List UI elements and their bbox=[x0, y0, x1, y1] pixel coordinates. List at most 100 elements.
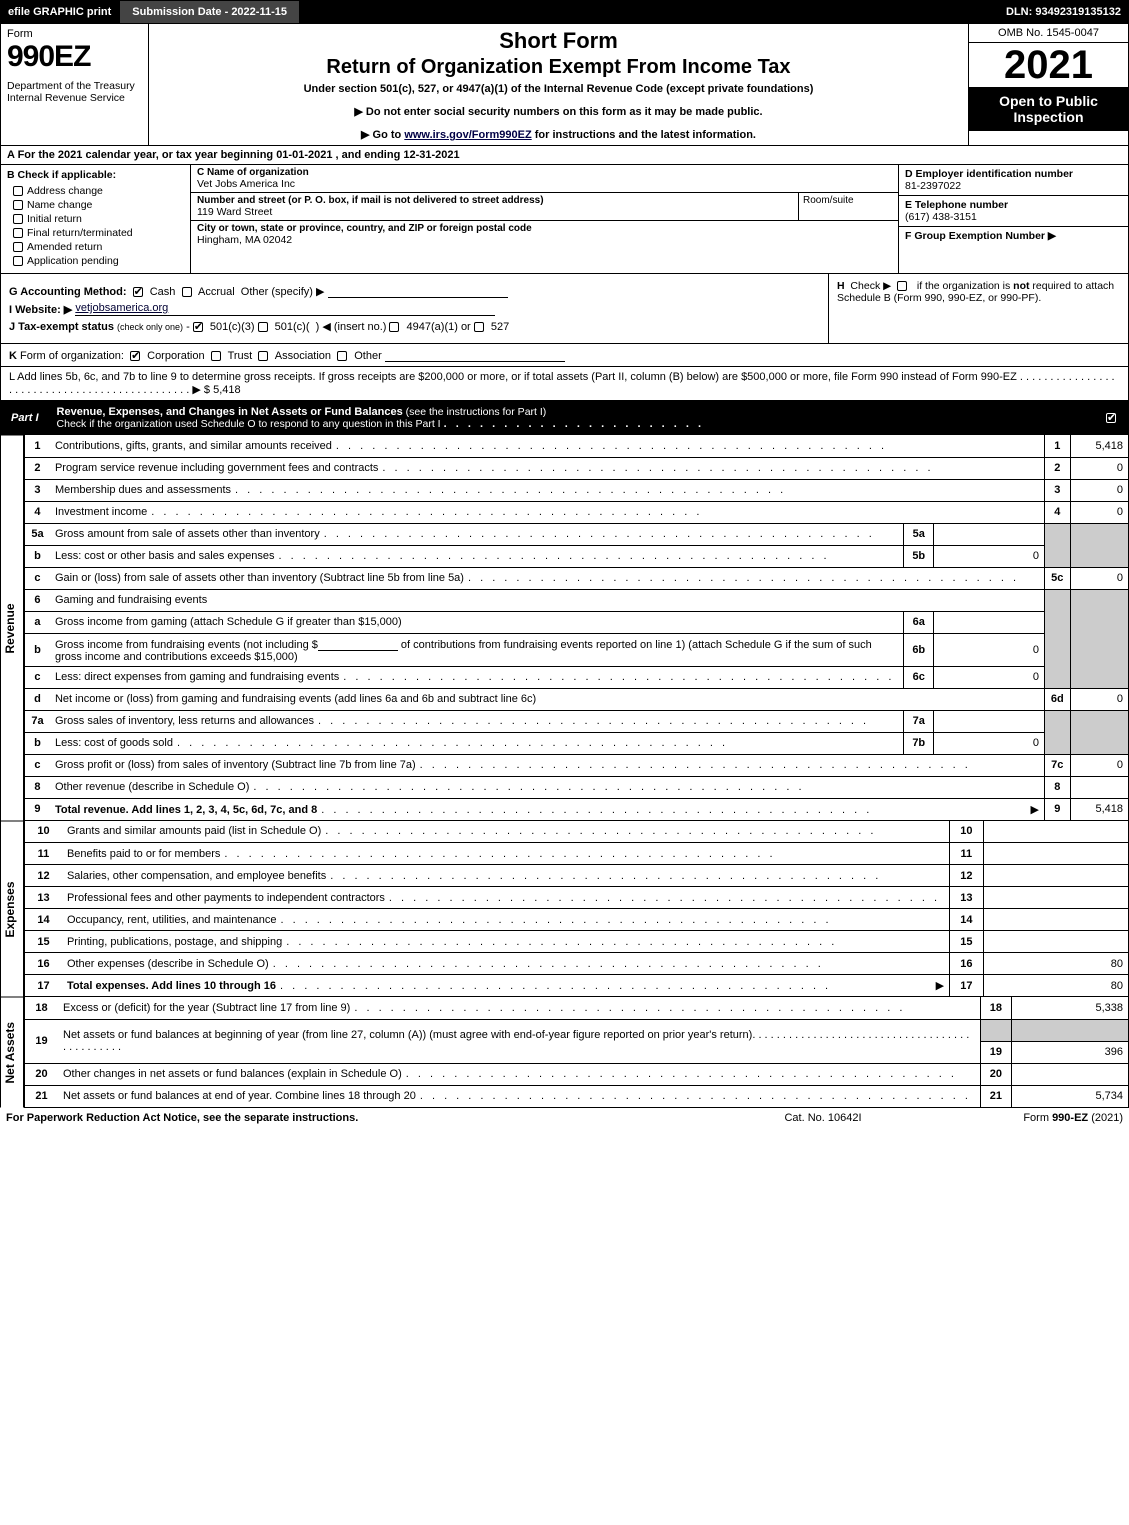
chk-501c[interactable] bbox=[258, 322, 268, 332]
line-i: I Website: ▶ vetjobsamerica.org bbox=[9, 302, 820, 316]
l7c-ln: 7c bbox=[1044, 754, 1070, 776]
dots: . . . . . . . . . . . . . . . . . . . . … bbox=[343, 671, 894, 683]
l5b-sub: 5b bbox=[904, 545, 934, 567]
note2-post: for instructions and the latest informat… bbox=[535, 129, 756, 141]
chk-schedule-b[interactable] bbox=[897, 281, 907, 291]
website-link[interactable]: vetjobsamerica.org bbox=[75, 302, 168, 314]
instructions-link-line: ▶ Go to www.irs.gov/Form990EZ for instru… bbox=[157, 128, 960, 141]
box-c-city: City or town, state or province, country… bbox=[191, 221, 898, 273]
chk-amended-return[interactable]: Amended return bbox=[13, 241, 184, 253]
dots: . . . . . . . . . . . . . . . . . . . . … bbox=[420, 759, 1035, 771]
other-org-input[interactable] bbox=[385, 348, 565, 362]
dots: . . . . . . . . . . . . . . . . . . . . … bbox=[280, 980, 926, 992]
box-b-label: B Check if applicable: bbox=[7, 169, 184, 181]
part-1-header: Part I Revenue, Expenses, and Changes in… bbox=[0, 401, 1129, 435]
chk-name-change[interactable]: Name change bbox=[13, 199, 184, 211]
chk-other-org[interactable] bbox=[337, 351, 347, 361]
irs-link[interactable]: www.irs.gov/Form990EZ bbox=[404, 129, 531, 141]
gi-left: G Accounting Method: Cash Accrual Other … bbox=[1, 274, 828, 343]
org-name: Vet Jobs America Inc bbox=[197, 178, 892, 190]
box-c-street-label: Number and street (or P. O. box, if mail… bbox=[197, 195, 792, 206]
l21-desc: Net assets or fund balances at end of ye… bbox=[63, 1090, 416, 1102]
l9-val: 5,418 bbox=[1070, 798, 1128, 820]
l6a-subval bbox=[934, 611, 1045, 633]
expenses-side-label: Expenses bbox=[0, 821, 24, 998]
telephone: (617) 438-3151 bbox=[905, 211, 1122, 223]
form-id: Form 990-EZ (2021) bbox=[923, 1112, 1123, 1124]
l5a-no: 5a bbox=[25, 523, 50, 545]
l7a-sub: 7a bbox=[904, 710, 934, 732]
l10-ln: 10 bbox=[950, 821, 984, 843]
block-b-to-f: B Check if applicable: Address change Na… bbox=[0, 165, 1129, 274]
box-c-street: Number and street (or P. O. box, if mail… bbox=[191, 193, 798, 220]
chk-527[interactable] bbox=[474, 322, 484, 332]
l19-val: 396 bbox=[1011, 1041, 1128, 1063]
line-l-value: 5,418 bbox=[213, 384, 241, 396]
dots: . . . . . . . . . . . . . . . . . . . . … bbox=[468, 572, 1035, 584]
page-footer: For Paperwork Reduction Act Notice, see … bbox=[0, 1108, 1129, 1128]
dots: . . . . . . . . . . . . . . . . . . . . … bbox=[318, 715, 894, 727]
l8-ln: 8 bbox=[1044, 776, 1070, 798]
l8-val bbox=[1070, 776, 1128, 798]
l15-val bbox=[983, 931, 1128, 953]
l7b-no: b bbox=[25, 732, 50, 754]
dots: . . . . . . . . . . . . . . . . . . . . … bbox=[224, 848, 940, 860]
box-e: E Telephone number (617) 438-3151 bbox=[899, 195, 1128, 226]
expenses-section: Expenses 10Grants and similar amounts pa… bbox=[0, 821, 1129, 998]
top-bar: efile GRAPHIC print Submission Date - 20… bbox=[0, 0, 1129, 24]
chk-address-change[interactable]: Address change bbox=[13, 185, 184, 197]
l2-desc: Program service revenue including govern… bbox=[55, 462, 378, 474]
chk-4947[interactable] bbox=[389, 322, 399, 332]
line-j: J Tax-exempt status (check only one) - 5… bbox=[9, 320, 820, 333]
line-l-text: L Add lines 5b, 6c, and 7b to line 9 to … bbox=[9, 371, 1017, 383]
chk-initial-return[interactable]: Initial return bbox=[13, 213, 184, 225]
l7c-no: c bbox=[25, 754, 50, 776]
chk-accrual[interactable] bbox=[182, 287, 192, 297]
l1-ln: 1 bbox=[1044, 435, 1070, 457]
block-g-to-j: G Accounting Method: Cash Accrual Other … bbox=[0, 274, 1129, 344]
l11-val bbox=[983, 843, 1128, 865]
chk-initial-return-label: Initial return bbox=[27, 213, 82, 225]
l3-no: 3 bbox=[25, 479, 50, 501]
chk-cash[interactable] bbox=[133, 287, 143, 297]
efile-print[interactable]: efile GRAPHIC print bbox=[0, 0, 119, 24]
form-id-post: (2021) bbox=[1088, 1112, 1123, 1124]
l18-val: 5,338 bbox=[1011, 997, 1128, 1019]
box-def: D Employer identification number 81-2397… bbox=[898, 165, 1128, 273]
chk-application-pending[interactable]: Application pending bbox=[13, 255, 184, 267]
chk-501c3[interactable] bbox=[193, 322, 203, 332]
dots: . . . . . . . . . . . . . . . . . . . . … bbox=[177, 737, 894, 749]
l7-grey-val bbox=[1070, 710, 1128, 754]
l6b-blank[interactable] bbox=[318, 637, 398, 651]
department: Department of the Treasury Internal Reve… bbox=[7, 80, 142, 104]
part-1-check-line: Check if the organization used Schedule … bbox=[57, 418, 441, 430]
box-f: F Group Exemption Number ▶ bbox=[899, 226, 1128, 273]
other-specify-input[interactable] bbox=[328, 284, 508, 298]
dots: . . . . . . . . . . . . . . . . . . . . … bbox=[389, 892, 940, 904]
chk-trust[interactable] bbox=[211, 351, 221, 361]
l5c-ln: 5c bbox=[1044, 567, 1070, 589]
form-subtitle: Under section 501(c), 527, or 4947(a)(1)… bbox=[157, 83, 960, 95]
l6b-sub: 6b bbox=[904, 633, 934, 666]
chk-final-return[interactable]: Final return/terminated bbox=[13, 227, 184, 239]
chk-address-change-label: Address change bbox=[27, 185, 103, 197]
chk-association[interactable] bbox=[258, 351, 268, 361]
l4-no: 4 bbox=[25, 501, 50, 523]
revenue-side-label: Revenue bbox=[0, 435, 24, 821]
l17-no: 17 bbox=[25, 975, 62, 997]
line-k: K Form of organization: Corporation Trus… bbox=[0, 344, 1129, 367]
chk-corporation[interactable] bbox=[130, 351, 140, 361]
l11-no: 11 bbox=[25, 843, 62, 865]
net-assets-side-label: Net Assets bbox=[0, 997, 24, 1108]
part-1-title-text: Revenue, Expenses, and Changes in Net As… bbox=[57, 406, 403, 418]
l6c-subval: 0 bbox=[934, 666, 1045, 688]
l18-ln: 18 bbox=[980, 997, 1011, 1019]
l5b-subval: 0 bbox=[934, 545, 1045, 567]
dots: . . . . . . . . . . . . . . . . . . . . … bbox=[330, 870, 940, 882]
open-to-public: Open to Public Inspection bbox=[969, 87, 1128, 131]
l5a-subval bbox=[934, 523, 1045, 545]
part-1-checkbox[interactable] bbox=[1098, 412, 1128, 424]
revenue-table: 1Contributions, gifts, grants, and simil… bbox=[24, 435, 1129, 821]
line-l: L Add lines 5b, 6c, and 7b to line 9 to … bbox=[0, 367, 1129, 401]
l12-val bbox=[983, 865, 1128, 887]
